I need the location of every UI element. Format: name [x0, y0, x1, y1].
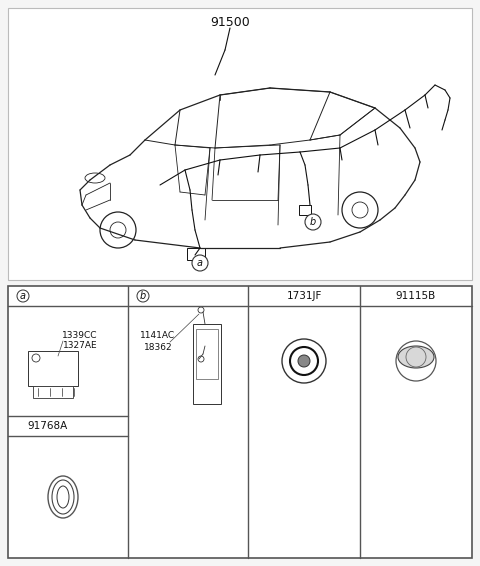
Text: 1731JF: 1731JF [286, 291, 322, 301]
Bar [28, 351, 78, 386]
Text: a: a [197, 258, 203, 268]
Bar [196, 329, 218, 379]
Text: b: b [310, 217, 316, 227]
Text: b: b [140, 291, 146, 301]
Bar [299, 205, 311, 215]
Text: 1327AE: 1327AE [63, 341, 97, 350]
Bar [8, 8, 472, 280]
Bar [193, 324, 221, 404]
Text: 91768A: 91768A [28, 421, 68, 431]
Circle shape [17, 290, 29, 302]
Text: 1141AC: 1141AC [141, 332, 176, 341]
Text: 1339CC: 1339CC [62, 332, 98, 341]
Bar [33, 386, 73, 398]
Text: 91500: 91500 [210, 15, 250, 28]
Text: 91115B: 91115B [396, 291, 436, 301]
Text: a: a [20, 291, 26, 301]
Circle shape [305, 214, 321, 230]
Circle shape [192, 255, 208, 271]
Bar [8, 286, 472, 558]
Circle shape [298, 355, 310, 367]
Circle shape [137, 290, 149, 302]
Text: 18362: 18362 [144, 344, 172, 353]
Ellipse shape [398, 346, 434, 368]
Bar [187, 248, 205, 260]
